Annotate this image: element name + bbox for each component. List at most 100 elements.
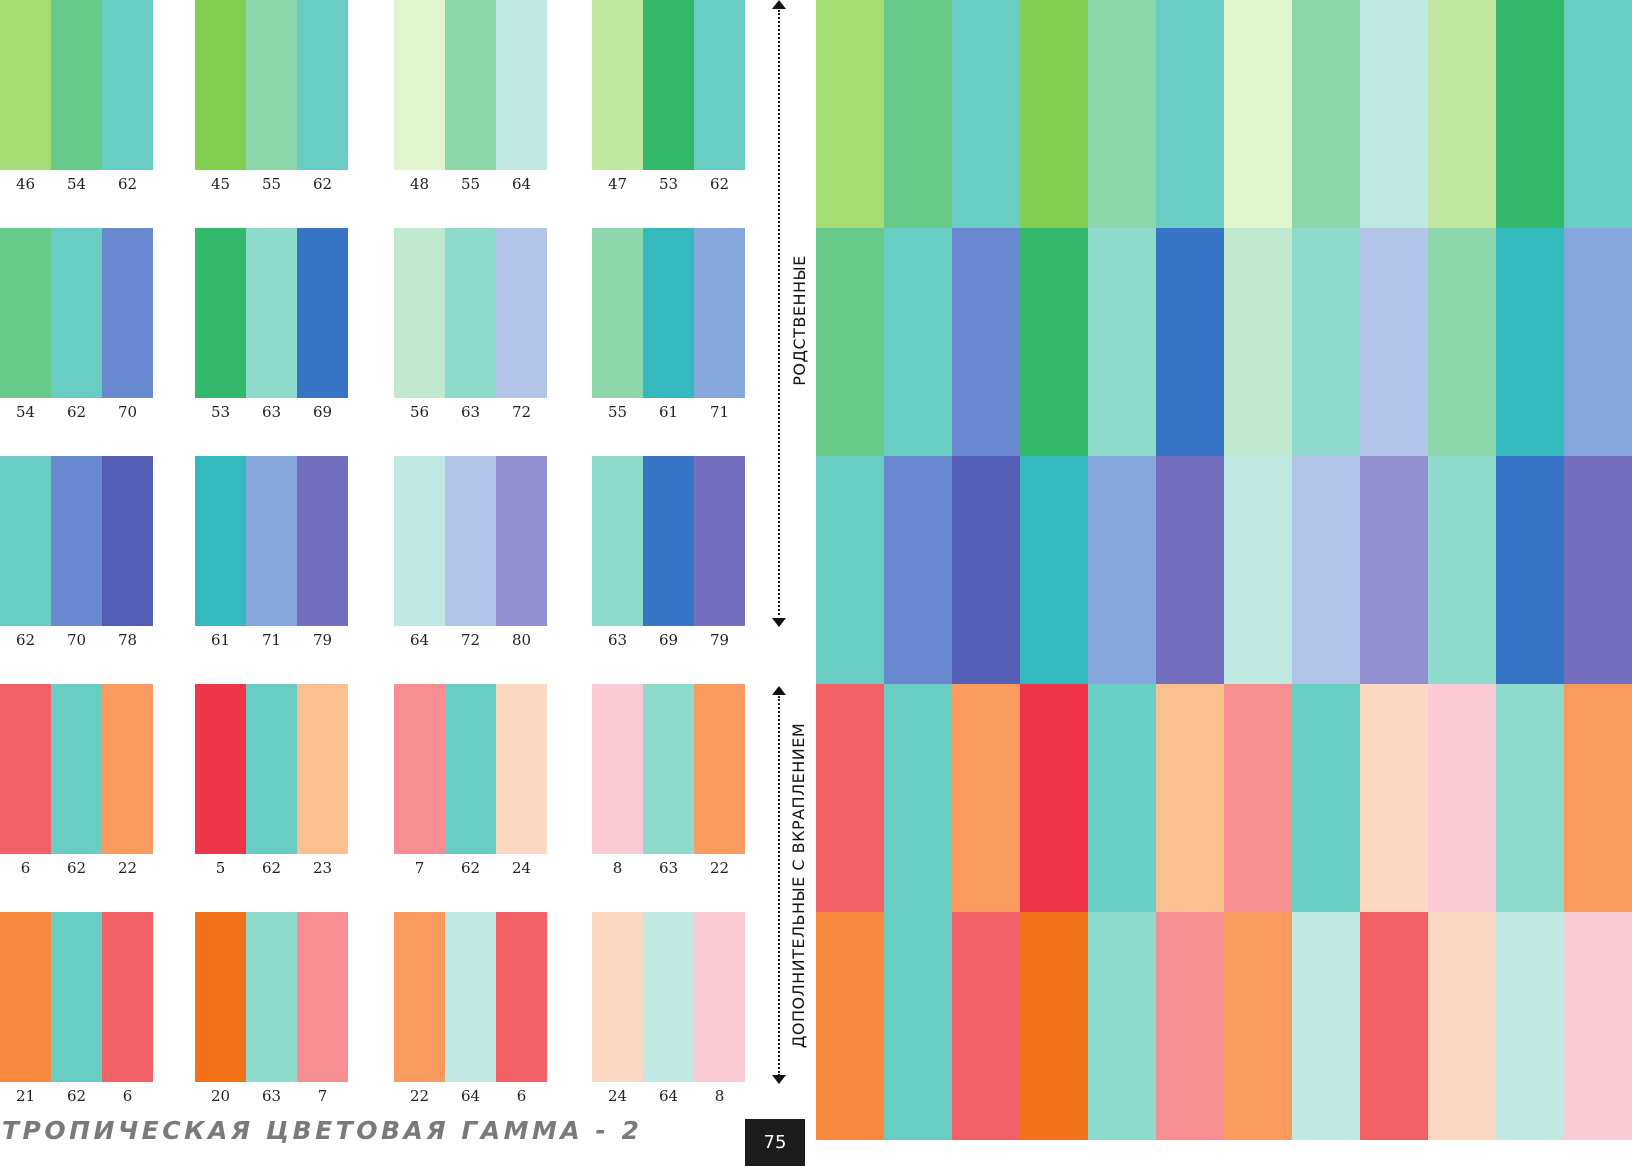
large-color-cell (1428, 0, 1496, 228)
swatch-number: 79 (709, 631, 730, 649)
arrow-up-icon (772, 686, 786, 696)
color-swatch (592, 456, 643, 626)
large-color-cell (1156, 228, 1224, 456)
large-color-cell (816, 0, 884, 228)
large-color-cell (1020, 912, 1088, 1140)
color-swatch (0, 228, 51, 398)
color-swatch (51, 456, 102, 626)
swatch-numbers: 62 70 78 (0, 631, 153, 649)
palette-swatches (195, 684, 348, 854)
swatch-number: 62 (15, 631, 36, 649)
color-swatch (394, 456, 445, 626)
dotted-line (778, 696, 780, 1076)
swatch-number: 55 (261, 175, 282, 193)
palette-swatches (195, 0, 348, 170)
large-color-cell (1428, 456, 1496, 684)
palette-swatches (195, 912, 348, 1082)
large-color-cell (1156, 684, 1224, 912)
large-color-cell (884, 0, 952, 228)
swatch-number: 53 (658, 175, 679, 193)
palette-card: 21 62 6 (0, 912, 153, 1105)
color-swatch (592, 912, 643, 1082)
large-color-cell (1088, 228, 1156, 456)
swatch-number: 61 (210, 631, 231, 649)
palette-card: 55 61 71 (592, 228, 745, 421)
large-color-cell (816, 228, 884, 456)
palette-swatches (394, 0, 547, 170)
palette-card: 20 63 7 (195, 912, 348, 1105)
swatch-number: 8 (612, 859, 623, 877)
large-color-cell (1564, 684, 1632, 912)
swatch-number: 80 (511, 631, 532, 649)
color-swatch (195, 912, 246, 1082)
large-color-cell (1428, 228, 1496, 456)
large-color-cell (1564, 0, 1632, 228)
large-color-cell (952, 228, 1020, 456)
swatch-number: 78 (117, 631, 138, 649)
swatch-number: 6 (122, 1087, 133, 1105)
large-color-cell (1088, 684, 1156, 912)
large-color-cell (1564, 456, 1632, 684)
related-label: РОДСТВЕННЫЕ (789, 248, 809, 392)
large-color-cell (884, 228, 952, 456)
swatch-number: 22 (409, 1087, 430, 1105)
color-swatch (694, 228, 745, 398)
color-swatch (394, 912, 445, 1082)
large-color-cell (1428, 912, 1496, 1140)
large-color-cell (1020, 228, 1088, 456)
color-swatch (246, 456, 297, 626)
large-color-cell (1496, 456, 1564, 684)
swatch-number: 62 (66, 403, 87, 421)
large-color-cell (1020, 684, 1088, 912)
color-swatch (643, 912, 694, 1082)
swatch-number: 5 (215, 859, 226, 877)
color-swatch (445, 912, 496, 1082)
large-color-cell (1156, 912, 1224, 1140)
large-color-cell (952, 912, 1020, 1140)
swatch-numbers: 21 62 6 (0, 1087, 153, 1105)
large-color-cell (1292, 456, 1360, 684)
swatch-number: 72 (511, 403, 532, 421)
swatch-numbers: 45 55 62 (195, 175, 348, 193)
color-swatch (445, 456, 496, 626)
large-color-cell (1224, 456, 1292, 684)
color-swatch (297, 228, 348, 398)
swatch-numbers: 47 53 62 (592, 175, 745, 193)
large-color-cell (1224, 684, 1292, 912)
swatch-numbers: 20 63 7 (195, 1087, 348, 1105)
color-swatch (643, 456, 694, 626)
swatch-numbers: 24 64 8 (592, 1087, 745, 1105)
color-swatch (445, 228, 496, 398)
arrow-up-icon (772, 0, 786, 10)
color-swatch (496, 228, 547, 398)
palette-card: 22 64 6 (394, 912, 547, 1105)
palette-swatches (394, 456, 547, 626)
arrow-down-icon (772, 618, 786, 628)
palette-card: 8 63 22 (592, 684, 745, 877)
swatch-number: 70 (66, 631, 87, 649)
swatch-number: 62 (460, 859, 481, 877)
color-swatch (592, 684, 643, 854)
large-color-cell (952, 456, 1020, 684)
large-color-cell (1564, 228, 1632, 456)
swatch-number: 45 (210, 175, 231, 193)
large-color-grid (816, 0, 1632, 1140)
color-swatch (694, 0, 745, 170)
color-swatch (297, 456, 348, 626)
large-color-cell (884, 456, 952, 684)
large-color-cell (1156, 456, 1224, 684)
palette-swatches (0, 456, 153, 626)
swatch-number: 64 (658, 1087, 679, 1105)
color-swatch (394, 684, 445, 854)
palette-card: 46 54 62 (0, 0, 153, 193)
color-swatch (0, 456, 51, 626)
palette-swatches (394, 912, 547, 1082)
swatch-number: 22 (709, 859, 730, 877)
large-color-cell (1292, 684, 1360, 912)
palette-swatches (195, 228, 348, 398)
palette-swatches (195, 456, 348, 626)
swatch-number: 62 (66, 1087, 87, 1105)
color-swatch (496, 912, 547, 1082)
color-swatch (102, 912, 153, 1082)
swatch-number: 63 (658, 859, 679, 877)
